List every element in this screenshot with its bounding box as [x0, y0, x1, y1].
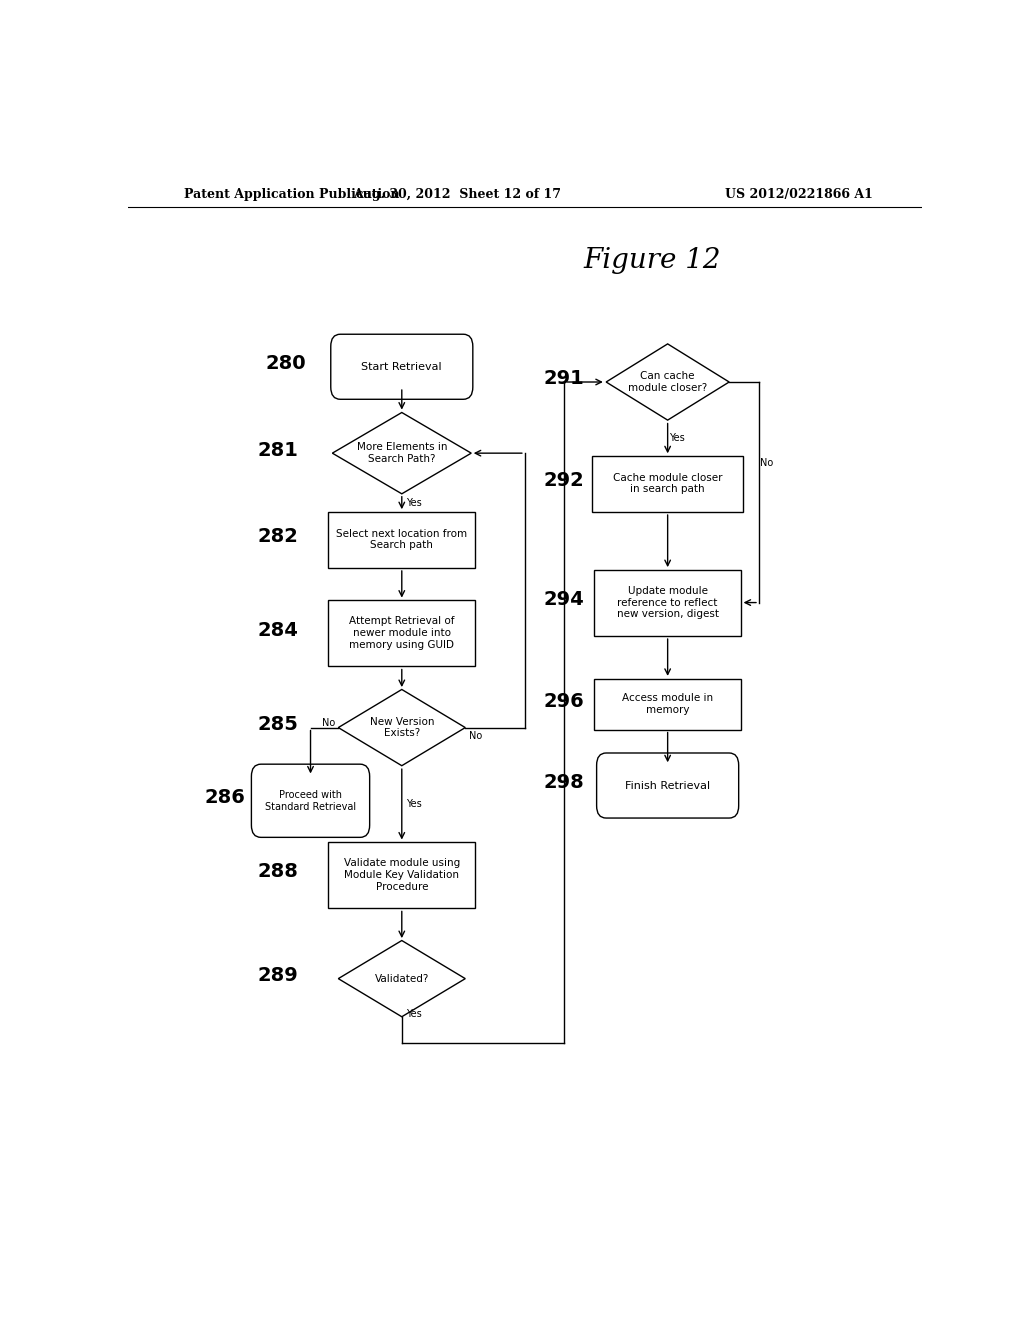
Text: Patent Application Publication: Patent Application Publication [183, 189, 399, 202]
FancyBboxPatch shape [252, 764, 370, 837]
Text: Yes: Yes [406, 799, 422, 809]
Text: 286: 286 [205, 788, 246, 808]
Polygon shape [333, 412, 471, 494]
Text: Validate module using
Module Key Validation
Procedure: Validate module using Module Key Validat… [344, 858, 460, 891]
Polygon shape [606, 345, 729, 420]
Polygon shape [338, 941, 465, 1016]
Bar [592, 455, 743, 512]
Text: No: No [323, 718, 336, 727]
Text: Finish Retrieval: Finish Retrieval [625, 780, 711, 791]
Text: Yes: Yes [406, 1010, 422, 1019]
Text: Access module in
memory: Access module in memory [623, 693, 713, 715]
Text: New Version
Exists?: New Version Exists? [370, 717, 434, 738]
Text: More Elements in
Search Path?: More Elements in Search Path? [356, 442, 447, 463]
Text: Yes: Yes [670, 433, 685, 444]
Text: No: No [469, 731, 482, 741]
Bar [329, 512, 475, 568]
Text: 292: 292 [544, 471, 585, 490]
Text: Cache module closer
in search path: Cache module closer in search path [613, 473, 722, 495]
Text: 284: 284 [258, 620, 299, 639]
Text: 288: 288 [258, 862, 299, 882]
Text: Proceed with
Standard Retrieval: Proceed with Standard Retrieval [265, 789, 356, 812]
Bar [329, 842, 475, 908]
Text: Figure 12: Figure 12 [583, 247, 721, 273]
Text: Update module
reference to reflect
new version, digest: Update module reference to reflect new v… [616, 586, 719, 619]
Text: Attempt Retrieval of
newer module into
memory using GUID: Attempt Retrieval of newer module into m… [349, 616, 455, 649]
Text: 280: 280 [266, 354, 306, 374]
Text: 282: 282 [258, 527, 299, 546]
Text: Aug. 30, 2012  Sheet 12 of 17: Aug. 30, 2012 Sheet 12 of 17 [353, 189, 561, 202]
Text: Can cache
module closer?: Can cache module closer? [628, 371, 708, 393]
Text: 294: 294 [544, 590, 585, 609]
Text: Validated?: Validated? [375, 974, 429, 983]
Text: 296: 296 [544, 692, 585, 710]
Text: US 2012/0221866 A1: US 2012/0221866 A1 [725, 189, 872, 202]
Text: 298: 298 [544, 774, 585, 792]
Bar [594, 678, 741, 730]
Text: No: No [761, 458, 774, 469]
FancyBboxPatch shape [597, 752, 738, 818]
Text: 291: 291 [544, 370, 585, 388]
Bar [329, 601, 475, 667]
Text: Yes: Yes [406, 498, 422, 508]
Text: 285: 285 [258, 715, 299, 734]
Text: Start Retrieval: Start Retrieval [361, 362, 442, 372]
FancyBboxPatch shape [331, 334, 473, 399]
Text: 281: 281 [258, 441, 299, 459]
Bar [594, 569, 741, 636]
Polygon shape [338, 689, 465, 766]
Text: 289: 289 [258, 966, 299, 985]
Text: Select next location from
Search path: Select next location from Search path [336, 529, 467, 550]
